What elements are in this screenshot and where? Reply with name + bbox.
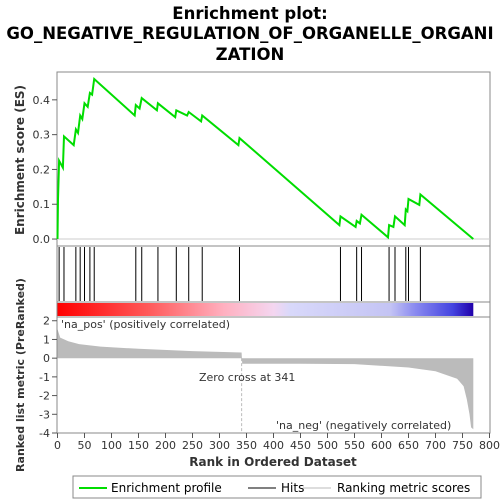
x-tick-label: 200	[155, 439, 176, 452]
es-y-tick-label: 0.3	[33, 129, 51, 142]
x-tick-label: 250	[182, 439, 203, 452]
legend-hits-label: Hits	[281, 481, 304, 495]
es-y-axis-label: Enrichment score (ES)	[13, 85, 27, 235]
zero-cross-label: Zero cross at 341	[199, 371, 295, 384]
x-tick-label: 350	[236, 439, 257, 452]
hits-panel-frame	[56, 245, 491, 303]
x-axis-label: Rank in Ordered Dataset	[189, 455, 357, 469]
legend-profile-label: Enrichment profile	[111, 481, 222, 495]
x-tick-label: 450	[290, 439, 311, 452]
x-tick-label: 150	[128, 439, 149, 452]
x-tick-label: 50	[78, 439, 92, 452]
metric-y-tick-label: -1	[39, 371, 50, 384]
metric-y-tick-label: 0	[43, 352, 50, 365]
es-y-tick-label: 0.1	[33, 198, 51, 211]
es-y-tick-label: 0.0	[33, 233, 51, 246]
metric-y-ticks: 2 1 0 -1 -2 -3 -4	[39, 315, 57, 440]
metric-y-tick-label: -3	[39, 408, 50, 421]
positive-correlation-label: 'na_pos' (positively correlated)	[61, 318, 230, 331]
enrichment-profile-line	[56, 76, 474, 240]
ranking-metric-area	[57, 329, 474, 430]
metric-y-tick-label: 1	[43, 333, 50, 346]
es-y-tick-label: 0.2	[33, 163, 51, 176]
chart-title-line-3: ZATION	[216, 45, 285, 64]
x-tick-label: 550	[344, 439, 365, 452]
metric-y-axis-label: Ranked list metric (PreRanked)	[14, 278, 27, 472]
x-tick-label: 750	[452, 439, 473, 452]
metric-y-tick-label: -2	[39, 390, 50, 403]
legend-box	[72, 475, 482, 499]
metric-y-tick-label: 2	[43, 315, 50, 328]
x-tick-label: 400	[263, 439, 284, 452]
x-tick-label: 700	[425, 439, 446, 452]
x-axis-ticks: 0 50 100 150 200 250 300 350 400 450 500 550 600 650 7…	[54, 433, 500, 452]
hit-markers	[58, 247, 421, 301]
es-y-ticks: 0.0 0.1 0.2 0.3 0.4	[33, 94, 57, 246]
x-tick-label: 300	[209, 439, 230, 452]
es-y-tick-label: 0.4	[33, 94, 51, 107]
chart-title-line-1: Enrichment plot:	[172, 4, 327, 23]
negative-correlation-label: 'na_neg' (negatively correlated)	[276, 419, 451, 432]
rank-color-bar	[57, 303, 474, 316]
x-tick-label: 600	[371, 439, 392, 452]
metric-panel-frame	[56, 316, 491, 434]
es-panel-frame	[56, 71, 491, 247]
x-tick-label: 0	[54, 439, 61, 452]
x-tick-label: 650	[398, 439, 419, 452]
x-tick-label: 500	[317, 439, 338, 452]
x-tick-label: 100	[101, 439, 122, 452]
x-tick-label: 800	[479, 439, 500, 452]
metric-y-tick-label: -4	[39, 427, 50, 440]
chart-title-line-2: GO_NEGATIVE_REGULATION_OF_ORGANELLE_ORGA…	[6, 24, 493, 43]
legend-metric-label: Ranking metric scores	[337, 481, 470, 495]
